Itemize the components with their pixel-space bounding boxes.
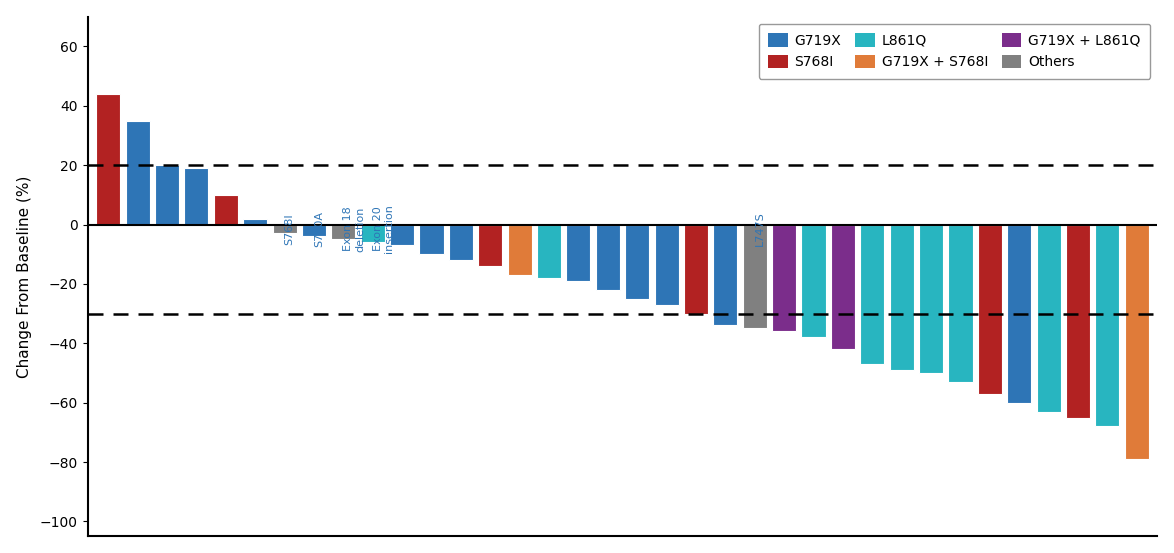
Bar [537,225,561,278]
Bar [302,225,326,237]
Bar [978,225,1001,394]
Text: L747S: L747S [755,212,764,247]
Bar [1125,225,1149,459]
Bar [919,225,943,373]
Bar [1095,225,1120,426]
Bar [390,225,414,246]
Bar [507,225,532,275]
Bar [155,165,180,225]
Bar [1037,225,1060,411]
Bar [243,218,268,225]
Bar [96,94,121,225]
Bar [890,225,913,370]
Bar [566,225,591,281]
Text: Exon 20
insertion: Exon 20 insertion [373,205,394,253]
Bar [214,195,238,225]
Bar [743,225,767,328]
Bar [655,225,679,305]
Bar [714,225,737,326]
Bar [626,225,649,299]
Bar [861,225,884,364]
Bar [1066,225,1089,418]
Bar [831,225,855,349]
Legend: G719X, S768I, L861Q, G719X + S768I, G719X + L861Q, Others: G719X, S768I, L861Q, G719X + S768I, G719… [758,24,1151,79]
Text: S720A: S720A [313,211,324,247]
Bar [331,225,356,239]
Bar [419,225,444,254]
Bar [360,225,385,242]
Bar [448,225,473,260]
Bar [772,225,796,331]
Bar [126,121,150,225]
Bar [272,225,297,233]
Bar [802,225,825,337]
Bar [184,168,209,225]
Bar [595,225,620,290]
Bar [478,225,502,266]
Bar [684,225,708,314]
Bar [1007,225,1031,403]
Y-axis label: Change From Baseline (%): Change From Baseline (%) [16,175,32,378]
Text: S768I: S768I [284,213,295,245]
Text: Exon 18
deletion: Exon 18 deletion [343,206,365,252]
Bar [949,225,972,382]
